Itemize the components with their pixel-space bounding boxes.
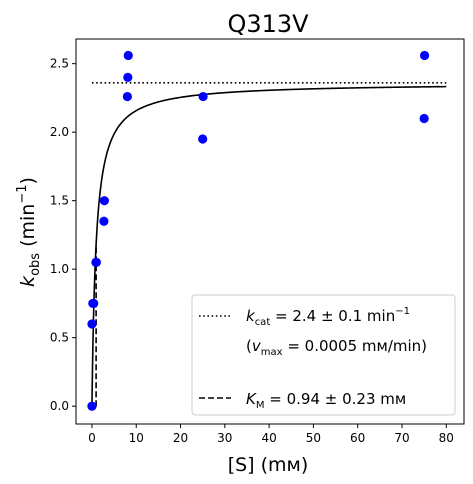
data-point [123, 72, 133, 82]
data-point [87, 401, 97, 411]
data-point [198, 91, 208, 102]
data-point [123, 50, 133, 61]
legend-kcat-label: kcat = 2.4 ± 0.1 min−1 [246, 306, 410, 328]
x-tick-label: 80 [439, 431, 454, 445]
x-axis: 0 10 20 30 40 50 60 70 80 [88, 424, 454, 445]
data-point [99, 216, 109, 226]
y-axis: 0.0 0.5 1.0 1.5 2.0 2.5 [50, 57, 76, 413]
data-point [419, 113, 429, 124]
y-label-close: ) [17, 177, 39, 184]
plot-area [87, 50, 447, 411]
x-tick-label: 30 [217, 431, 232, 445]
y-label-unit: (min [17, 204, 39, 253]
chart-title: Q313V [227, 10, 309, 38]
y-tick-label: 2.5 [50, 57, 69, 71]
x-tick-label: 10 [129, 431, 144, 445]
legend-vmax-label: (vmax = 0.0005 mм/min) [246, 337, 427, 358]
y-axis-label: kobs (min−1) [15, 177, 43, 287]
y-label-subscript: obs [28, 253, 43, 276]
x-tick-label: 50 [306, 431, 321, 445]
x-tick-label: 70 [394, 431, 409, 445]
x-tick-label: 40 [261, 431, 276, 445]
y-label-superscript: −1 [15, 184, 30, 203]
data-point [122, 91, 132, 102]
legend: kcat = 2.4 ± 0.1 min−1 (vmax = 0.0005 mм… [191, 294, 456, 416]
y-tick-label: 0.0 [50, 399, 69, 413]
y-tick-label: 0.5 [50, 331, 69, 345]
data-point [419, 50, 430, 61]
data-point [99, 196, 109, 206]
x-axis-label: [S] (mм) [228, 454, 309, 476]
data-point [91, 257, 101, 267]
legend-box [191, 294, 456, 416]
data-point [87, 319, 97, 329]
data-point [198, 134, 208, 144]
fit-curve [91, 85, 447, 407]
plot-frame [75, 38, 465, 425]
y-tick-label: 2.0 [50, 125, 69, 139]
y-label-symbol: k [17, 275, 39, 287]
y-tick-label: 1.5 [50, 194, 69, 208]
x-tick-label: 0 [88, 431, 96, 445]
x-tick-label: 60 [350, 431, 365, 445]
x-tick-label: 20 [173, 431, 188, 445]
data-point [89, 298, 99, 309]
y-tick-label: 1.0 [50, 262, 69, 276]
legend-km-label: KM = 0.94 ± 0.23 mм [246, 390, 406, 411]
